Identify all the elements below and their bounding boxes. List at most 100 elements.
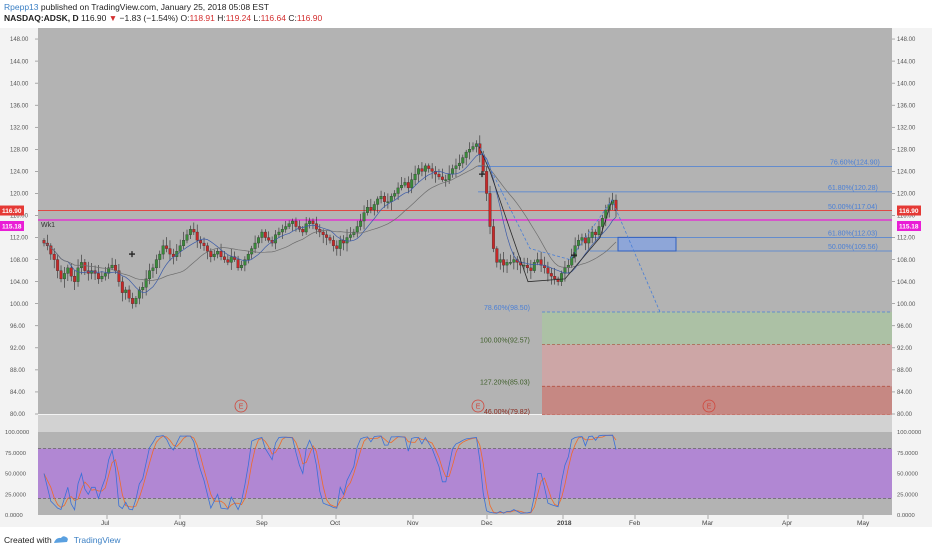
candle-body (577, 240, 580, 246)
candle-body (502, 259, 506, 266)
candle-body (229, 256, 233, 263)
candle-body (454, 165, 458, 169)
candle-body (532, 262, 536, 271)
high-value: 119.24 (225, 13, 252, 23)
y-tick-label-right: 88.00 (897, 368, 913, 374)
candle-body (165, 245, 169, 249)
candle-body (59, 270, 63, 280)
y-tick-label-left: 124.00 (10, 170, 29, 176)
candle-body (263, 231, 267, 238)
candle-body (573, 245, 577, 257)
candle-body (137, 289, 141, 299)
wk1-badge-text: 115.18 (2, 224, 22, 231)
fib-label: 76.60%(124.90) (830, 159, 880, 166)
candle-body (195, 231, 199, 241)
y-tick-label-left: 84.00 (10, 390, 26, 396)
candle-body (148, 270, 151, 280)
tradingview-logo-icon (54, 536, 68, 543)
wave-line (477, 143, 613, 283)
candle-body (509, 262, 512, 264)
stoch-tick-right: 100.0000 (897, 430, 921, 436)
y-tick-label-left: 96.00 (10, 324, 26, 330)
candle-body (199, 240, 203, 244)
close-label: C: (288, 13, 297, 23)
candle-body (590, 231, 594, 238)
candle-body (308, 220, 312, 224)
y-tick-label-right: 140.00 (897, 81, 916, 87)
candle-body (512, 259, 516, 263)
candle-body (243, 259, 247, 266)
y-tick-label-left: 92.00 (10, 346, 26, 352)
stoch-tick-left: 75.0000 (5, 451, 26, 457)
earnings-marker (702, 399, 716, 413)
candle-body (151, 267, 155, 271)
candle-body (103, 273, 107, 277)
x-tick-label: Jul (101, 520, 110, 527)
fib-label: 100.00%(92.57) (480, 338, 530, 345)
candle-body (338, 240, 342, 249)
candle-body (423, 165, 427, 172)
last-price-badge-text: 116.90 (899, 208, 919, 215)
candle-body (267, 237, 271, 241)
candle-body (226, 259, 230, 263)
fib-label: 46.00%(79.82) (484, 409, 530, 416)
candle-body (117, 270, 121, 282)
author-name[interactable]: Rpepp13 (4, 2, 39, 12)
x-tick-label: 2018 (557, 520, 572, 527)
marker-cross (479, 171, 485, 178)
candle-body (107, 267, 111, 274)
candle-body (563, 267, 567, 274)
candle-body (161, 245, 165, 255)
tradingview-link[interactable]: TradingView (73, 535, 121, 545)
y-tick-label-left: 100.00 (10, 302, 29, 308)
candle-body (560, 273, 563, 282)
open-label: O: (180, 13, 190, 23)
close-value: 116.90 (296, 13, 323, 23)
candle-body (464, 151, 468, 158)
candle-body (417, 168, 420, 175)
pane-separator (38, 415, 892, 432)
candle-body (413, 173, 417, 180)
low-label: L: (253, 13, 261, 23)
y-tick-label-right: 144.00 (897, 59, 916, 65)
candle-body (90, 270, 94, 274)
y-tick-label-left: 140.00 (10, 81, 29, 87)
candle-body (134, 298, 138, 304)
fib-zone-pink (542, 344, 892, 387)
candle-body (62, 273, 66, 280)
candle-body (526, 264, 529, 269)
moving-average-line (43, 164, 617, 281)
candle-body (451, 168, 455, 175)
candle-body (311, 220, 315, 224)
y-tick-label-right: 108.00 (897, 258, 916, 264)
candle-body (321, 231, 325, 235)
y-tick-label-right: 96.00 (897, 324, 913, 330)
y-tick-label-left: 148.00 (10, 37, 29, 43)
stoch-tick-right: 0.0000 (897, 513, 915, 519)
earnings-marker (234, 399, 248, 413)
candle-body (474, 143, 478, 147)
stoch-tick-right: 75.0000 (897, 451, 918, 457)
stoch-band (38, 448, 892, 499)
candle-body (556, 278, 560, 282)
candle-body (580, 237, 584, 241)
candle-body (83, 262, 87, 271)
x-tick-label: Aug (174, 520, 186, 527)
high-label: H: (217, 13, 226, 23)
candle-body (359, 220, 363, 227)
candle-body (253, 242, 257, 249)
candle-body (505, 262, 509, 266)
fib-label: 61.80%(112.03) (828, 230, 877, 237)
candle-body (205, 245, 209, 252)
fib-label: 78.60%(98.50) (484, 305, 530, 312)
candle-body (546, 267, 550, 274)
candle-body (328, 237, 332, 241)
wk1-label: Wk1 (41, 222, 55, 229)
candle-body (587, 237, 591, 244)
candle-body (73, 275, 77, 282)
stoch-tick-right: 50.0000 (897, 472, 918, 478)
candle-body (400, 185, 403, 189)
x-tick-label: Apr (782, 520, 793, 527)
candle-body (553, 275, 557, 280)
